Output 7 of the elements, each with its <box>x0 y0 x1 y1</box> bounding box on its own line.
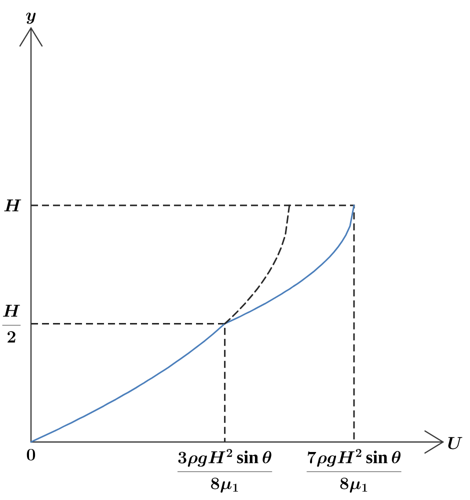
text: $y$ <box>26 12 36 24</box>
x-tick-label: $\frac{7\rho gH^{2}\sin\theta}{8\mu_{1}}$ <box>306 449 402 493</box>
x-tick-label: $\frac{3\rho gH^{2}\sin\theta}{8\mu_{1}}$ <box>177 449 272 493</box>
ref-line-label: $\frac{H}{2}$ <box>2 304 21 343</box>
ref-line-label: $H$ <box>4 199 22 212</box>
x-axis-title: $U$ <box>448 437 462 450</box>
x-tick-label: $0$ <box>26 448 36 460</box>
